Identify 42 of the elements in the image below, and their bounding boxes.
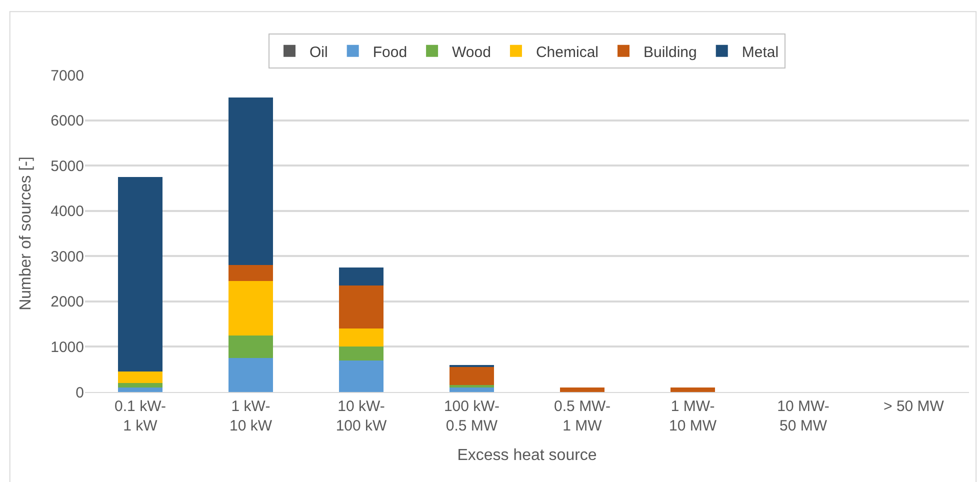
bar bbox=[560, 387, 604, 392]
bar bbox=[339, 286, 384, 329]
bar bbox=[339, 360, 384, 392]
bar bbox=[228, 281, 273, 336]
bar bbox=[118, 176, 162, 372]
legend-label: Metal bbox=[742, 44, 779, 61]
y-tick-label: 2000 bbox=[50, 294, 84, 311]
x-tick-label: 100 kW- 0.5 MW bbox=[444, 398, 500, 434]
bar bbox=[339, 346, 384, 360]
x-tick-label: 1 MW- 10 MW bbox=[668, 398, 718, 434]
bar bbox=[118, 372, 162, 383]
y-tick-label: 0 bbox=[76, 384, 84, 402]
bar bbox=[228, 358, 273, 392]
bar bbox=[228, 265, 273, 282]
bar bbox=[228, 98, 273, 266]
y-axis-title: Number of sources [-] bbox=[18, 156, 35, 310]
y-tick-label: 6000 bbox=[50, 112, 84, 130]
x-tick-label: 0.1 kW- 1 kW bbox=[114, 398, 166, 434]
bar bbox=[339, 328, 384, 347]
legend-label: Food bbox=[372, 44, 408, 61]
y-tick-label: 4000 bbox=[50, 203, 84, 220]
x-tick-label: 0.5 MW- 1 MW bbox=[554, 398, 610, 434]
bar bbox=[118, 382, 162, 388]
y-tick-label: 1000 bbox=[50, 338, 84, 356]
y-tick-label: 7000 bbox=[50, 67, 84, 84]
x-tick-label: 1 kW- 10 kW bbox=[229, 398, 273, 434]
legend-label: Building bbox=[644, 44, 697, 61]
y-tick-label: 5000 bbox=[50, 158, 84, 175]
bar bbox=[228, 335, 273, 358]
x-tick-label: > 50 MW bbox=[884, 398, 945, 415]
y-tick-label: 3000 bbox=[50, 248, 84, 266]
legend-label: Wood bbox=[452, 44, 491, 61]
bar bbox=[450, 387, 494, 392]
legend-label: Chemical bbox=[536, 44, 598, 61]
x-tick-label: 10 MW- 50 MW bbox=[777, 398, 830, 434]
bar bbox=[118, 387, 162, 392]
bar bbox=[670, 387, 715, 392]
bar bbox=[450, 367, 494, 386]
x-tick-label: 10 kW- 100 kW bbox=[336, 398, 388, 434]
x-axis-title: Excess heat source bbox=[457, 447, 597, 464]
bar bbox=[339, 267, 384, 286]
legend-label: Oil bbox=[310, 44, 328, 61]
